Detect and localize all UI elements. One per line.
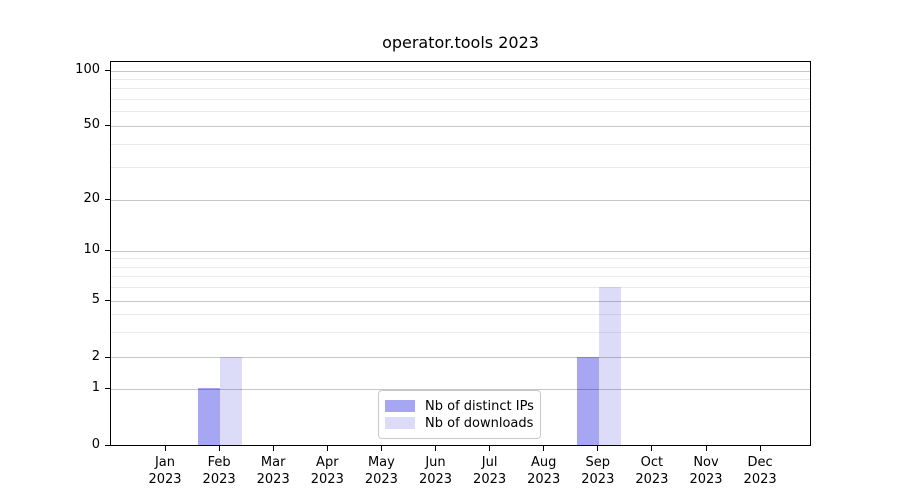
x-tick-label: Apr 2023 <box>295 454 359 488</box>
plot-area <box>110 61 811 446</box>
x-tick-label: Jan 2023 <box>133 454 197 488</box>
bar-nb-of-distinct-ips <box>576 356 599 445</box>
x-tick-month: Dec <box>747 455 773 470</box>
legend-swatch-distinct-ips <box>385 400 415 412</box>
legend-label: Nb of downloads <box>425 415 534 431</box>
x-tick-mark <box>543 446 545 451</box>
x-tick-month: Nov <box>693 455 719 470</box>
x-tick-month: Oct <box>640 455 664 470</box>
y-tick-label: 5 <box>91 292 100 307</box>
x-tick-label: Feb 2023 <box>187 454 251 488</box>
y-gridline-major <box>111 300 810 302</box>
x-tick-month: Feb <box>207 455 231 470</box>
x-tick-year: 2023 <box>364 472 398 487</box>
y-tick-label: 50 <box>83 117 100 132</box>
x-tick-year: 2023 <box>202 472 236 487</box>
x-tick-label: Jun 2023 <box>404 454 468 488</box>
y-gridline-major <box>111 125 810 127</box>
y-tick-label: 20 <box>83 191 100 206</box>
x-tick-month: Aug <box>530 455 557 470</box>
x-tick-year: 2023 <box>527 472 561 487</box>
x-tick-mark <box>651 446 653 451</box>
y-gridline-major <box>111 250 810 252</box>
y-gridline-minor <box>111 276 810 278</box>
y-tick-mark <box>105 356 110 358</box>
x-tick-label: May 2023 <box>349 454 413 488</box>
bar-nb-of-downloads <box>598 286 621 445</box>
y-gridline-minor <box>111 258 810 260</box>
x-tick-year: 2023 <box>689 472 723 487</box>
legend-item: Nb of downloads <box>385 415 534 431</box>
y-gridline-minor <box>111 98 810 100</box>
x-tick-mark <box>380 446 382 451</box>
y-tick-label: 1 <box>91 380 100 395</box>
x-tick-mark <box>705 446 707 451</box>
x-tick-mark <box>759 446 761 451</box>
y-tick-mark <box>105 388 110 389</box>
x-tick-label: Mar 2023 <box>241 454 305 488</box>
y-gridline-minor <box>111 143 810 145</box>
legend-item: Nb of distinct IPs <box>385 398 534 414</box>
x-tick-month: Mar <box>260 455 286 470</box>
y-gridline-minor <box>111 266 810 268</box>
y-tick-label: 0 <box>91 437 100 452</box>
x-tick-mark <box>272 446 274 451</box>
y-tick-label: 100 <box>75 62 100 77</box>
y-tick-mark <box>105 125 110 126</box>
x-tick-month: Jan <box>154 455 176 470</box>
bar-nb-of-distinct-ips <box>198 388 221 445</box>
x-tick-label: Oct 2023 <box>620 454 684 488</box>
y-gridline-minor <box>111 88 810 90</box>
x-tick-label: Nov 2023 <box>674 454 738 488</box>
x-tick-year: 2023 <box>473 472 507 487</box>
y-gridline-minor <box>111 314 810 316</box>
bar-nb-of-downloads <box>220 356 243 445</box>
x-tick-mark <box>218 446 220 451</box>
y-gridline-major <box>111 357 810 358</box>
y-gridline-major <box>111 388 810 390</box>
x-tick-mark <box>597 446 599 451</box>
y-tick-label: 10 <box>83 242 100 257</box>
y-tick-mark <box>105 199 110 200</box>
x-tick-month: Apr <box>316 455 339 470</box>
y-gridline-major <box>111 199 810 201</box>
x-tick-year: 2023 <box>310 472 344 487</box>
x-tick-label: Dec 2023 <box>728 454 792 488</box>
y-gridline-minor <box>111 111 810 113</box>
x-tick-month: Sep <box>585 455 611 470</box>
x-tick-month: Jul <box>481 455 498 470</box>
legend-label: Nb of distinct IPs <box>425 398 534 414</box>
x-tick-mark <box>489 446 491 451</box>
chart-title: operator.tools 2023 <box>382 33 539 52</box>
y-tick-mark <box>105 300 110 301</box>
x-tick-label: Sep 2023 <box>566 454 630 488</box>
y-gridline-minor <box>111 78 810 80</box>
y-tick-label: 2 <box>91 348 100 364</box>
x-tick-month: Jun <box>425 455 446 470</box>
y-gridline-major <box>111 70 810 72</box>
y-gridline-minor <box>111 287 810 289</box>
x-tick-label: Aug 2023 <box>512 454 576 488</box>
x-tick-year: 2023 <box>635 472 669 487</box>
y-tick-mark <box>105 445 110 446</box>
x-tick-mark <box>326 446 328 451</box>
x-tick-year: 2023 <box>256 472 290 487</box>
legend-swatch-downloads <box>385 417 415 429</box>
y-tick-mark <box>105 250 110 251</box>
x-tick-month: May <box>367 455 395 470</box>
y-tick-mark <box>105 70 110 71</box>
y-gridline-minor <box>111 166 810 168</box>
x-tick-year: 2023 <box>148 472 182 487</box>
x-tick-label: Jul 2023 <box>458 454 522 488</box>
x-tick-mark <box>435 446 436 451</box>
y-gridline-minor <box>111 331 810 333</box>
x-tick-year: 2023 <box>743 472 777 487</box>
x-tick-year: 2023 <box>418 472 453 487</box>
x-tick-year: 2023 <box>581 472 615 487</box>
x-tick-mark <box>164 446 166 451</box>
legend: Nb of distinct IPs Nb of downloads <box>378 390 541 439</box>
